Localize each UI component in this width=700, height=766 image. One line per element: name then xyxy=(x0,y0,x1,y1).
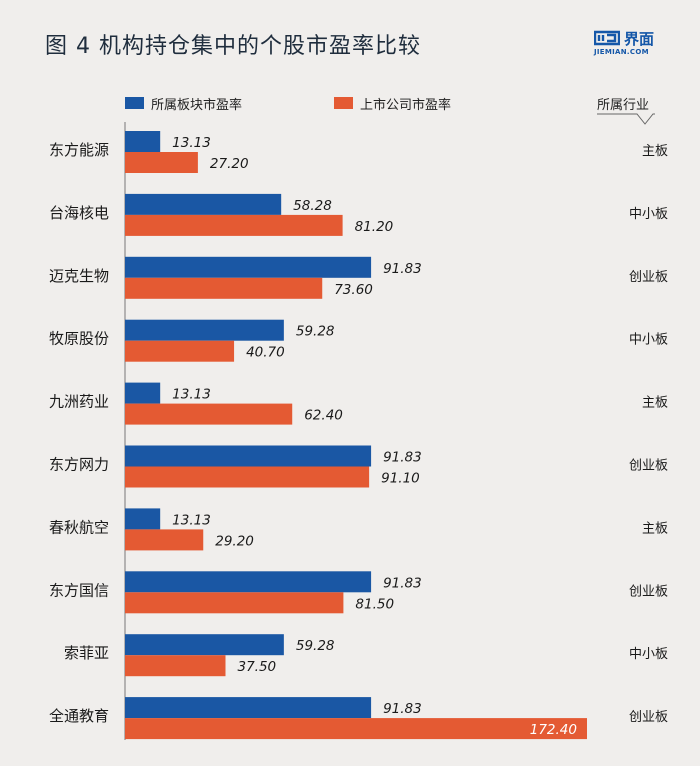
bar-sector-pe xyxy=(125,445,372,467)
data-label-sector-pe: 59.28 xyxy=(296,324,335,340)
category-label: 台海核电 xyxy=(49,204,109,222)
bar-sector-pe xyxy=(125,571,372,593)
data-label-sector-pe: 91.83 xyxy=(383,701,422,717)
data-label-sector-pe: 13.13 xyxy=(172,135,211,151)
bar-company-pe xyxy=(125,214,343,236)
bar-company-pe xyxy=(125,403,293,425)
bar-sector-pe xyxy=(125,382,161,404)
industry-label: 主板 xyxy=(642,521,668,536)
bar-company-pe xyxy=(125,466,370,488)
industry-label: 中小板 xyxy=(629,647,668,662)
data-label-sector-pe: 91.83 xyxy=(383,450,422,466)
category-label: 全通教育 xyxy=(49,707,109,725)
industry-label: 创业板 xyxy=(629,584,668,599)
bar-sector-pe xyxy=(125,319,284,341)
category-label: 东方网力 xyxy=(49,456,109,474)
industry-label: 创业板 xyxy=(629,459,668,474)
bar-company-pe xyxy=(125,340,235,362)
data-label-company-pe: 40.70 xyxy=(246,345,285,361)
bar-sector-pe xyxy=(125,697,372,719)
category-label: 九洲药业 xyxy=(49,393,109,411)
bar-sector-pe xyxy=(125,634,284,656)
category-label: 索菲亚 xyxy=(64,644,109,662)
logo-brand-text: 界面 xyxy=(624,30,655,48)
data-label-company-pe: 172.40 xyxy=(530,722,577,738)
industry-label: 中小板 xyxy=(629,207,668,222)
bar-company-pe xyxy=(125,529,204,551)
industry-label: 创业板 xyxy=(629,710,668,725)
data-label-company-pe: 27.20 xyxy=(210,156,249,172)
bar-sector-pe xyxy=(125,131,161,152)
industry-label: 主板 xyxy=(642,396,668,411)
bar-company-pe xyxy=(125,277,323,299)
legend-swatch-company-pe xyxy=(334,97,353,109)
legend-label-sector-pe: 所属板块市盈率 xyxy=(151,98,243,113)
category-label: 东方国信 xyxy=(49,581,109,599)
industry-header-underline xyxy=(597,113,655,125)
bar-company-pe xyxy=(125,592,344,614)
data-label-company-pe: 29.20 xyxy=(215,533,254,549)
bar-company-pe xyxy=(125,655,226,677)
category-label: 春秋航空 xyxy=(49,518,109,536)
bar-company-pe xyxy=(125,152,198,173)
data-label-company-pe: 73.60 xyxy=(334,282,373,298)
jiemian-logo-icon xyxy=(594,30,620,46)
data-label-company-pe: 37.50 xyxy=(237,659,276,675)
logo-url-text: JIEMIAN.COM xyxy=(594,48,649,56)
chart-title: 图 4 机构持仓集中的个股市盈率比较 xyxy=(45,34,421,59)
data-label-sector-pe: 91.83 xyxy=(383,575,422,591)
bar-sector-pe xyxy=(125,256,372,278)
category-label: 东方能源 xyxy=(49,141,109,159)
data-label-sector-pe: 59.28 xyxy=(296,638,335,654)
industry-column-header: 所属行业 xyxy=(597,98,650,113)
data-label-sector-pe: 58.28 xyxy=(293,198,332,214)
category-label: 牧原股份 xyxy=(49,330,109,348)
industry-label: 创业板 xyxy=(629,270,668,285)
legend-swatch-sector-pe xyxy=(125,97,144,109)
jiemian-logo: 界面 JIEMIAN.COM xyxy=(594,28,660,56)
industry-label: 主板 xyxy=(642,144,668,159)
legend-label-company-pe: 上市公司市盈率 xyxy=(360,98,452,113)
data-label-company-pe: 91.10 xyxy=(381,471,420,487)
data-label-sector-pe: 13.13 xyxy=(172,512,211,528)
industry-label: 中小板 xyxy=(629,333,668,348)
bar-sector-pe xyxy=(125,193,282,215)
data-label-sector-pe: 91.83 xyxy=(383,261,422,277)
data-label-company-pe: 81.50 xyxy=(355,596,394,612)
bar-sector-pe xyxy=(125,508,161,530)
data-label-sector-pe: 13.13 xyxy=(172,387,211,403)
data-label-company-pe: 62.40 xyxy=(304,408,343,424)
category-label: 迈克生物 xyxy=(49,267,109,285)
data-label-company-pe: 81.20 xyxy=(355,219,394,235)
bar-company-pe xyxy=(125,718,587,740)
